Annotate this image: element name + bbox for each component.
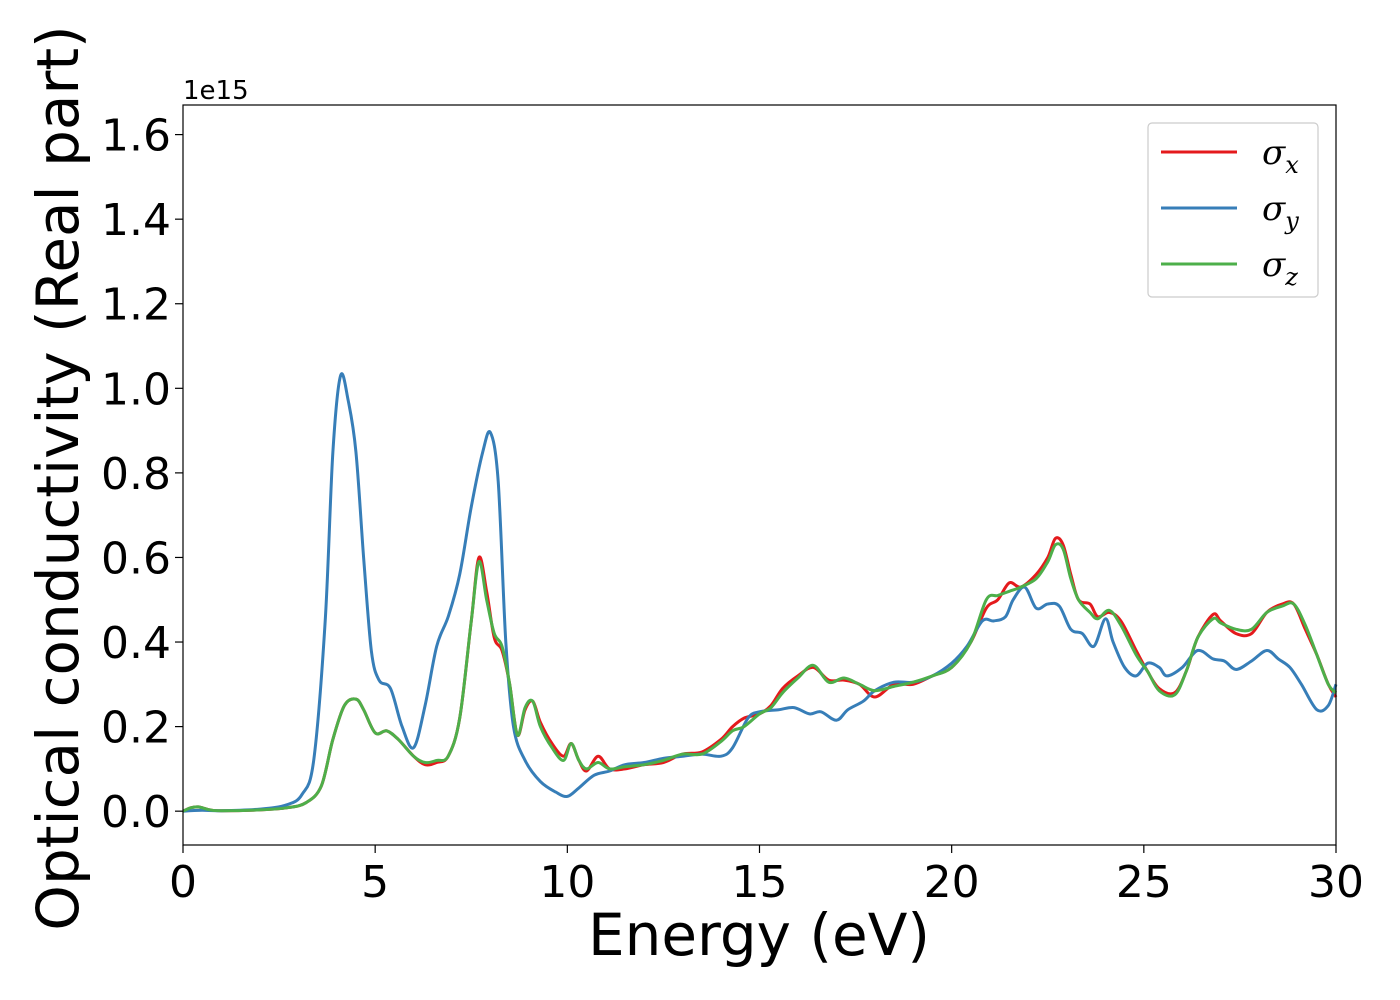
- series-line-y: [182, 372, 1338, 813]
- y-tick-label: 1.4: [101, 195, 171, 246]
- x-tick-label: 30: [1308, 857, 1364, 908]
- y-tick-label: 0.8: [101, 449, 171, 500]
- y-tick-label: 0.0: [101, 787, 171, 838]
- x-tick-label: 15: [732, 857, 788, 908]
- y-offset-label: 1e15: [183, 76, 249, 106]
- plot-background: [183, 105, 1336, 845]
- legend-frame: [1147, 122, 1319, 298]
- y-axis-label: Optical conductivity (Real part): [24, 25, 92, 930]
- legend-label-y: σy: [1262, 189, 1299, 235]
- y-tick-label: 0.6: [101, 533, 171, 584]
- legend-label-x: σx: [1262, 133, 1299, 179]
- legend: σx σy σz: [1147, 122, 1319, 298]
- y-tick-label: 0.2: [101, 703, 171, 754]
- y-tick-label: 1.6: [101, 111, 171, 162]
- y-tick-label: 0.4: [101, 618, 171, 669]
- x-tick-label: 25: [1116, 857, 1172, 908]
- y-tick-label: 1.2: [101, 280, 171, 331]
- x-tick-label: 10: [539, 857, 595, 908]
- y-tick-label: 1.0: [101, 364, 171, 415]
- legend-label-z: σz: [1262, 245, 1298, 291]
- series-line-z: [182, 542, 1338, 813]
- x-axis: 0 5 10 15 20 25 30: [169, 845, 1364, 908]
- x-axis-label: Energy (eV): [588, 901, 930, 969]
- x-tick-label: 20: [924, 857, 980, 908]
- y-axis: 0.0 0.2 0.4 0.6 0.8 1.0 1.2 1.4 1.6: [101, 111, 183, 838]
- x-tick-label: 5: [361, 857, 389, 908]
- series-layer: [182, 372, 1338, 813]
- x-tick-label: 0: [169, 857, 197, 908]
